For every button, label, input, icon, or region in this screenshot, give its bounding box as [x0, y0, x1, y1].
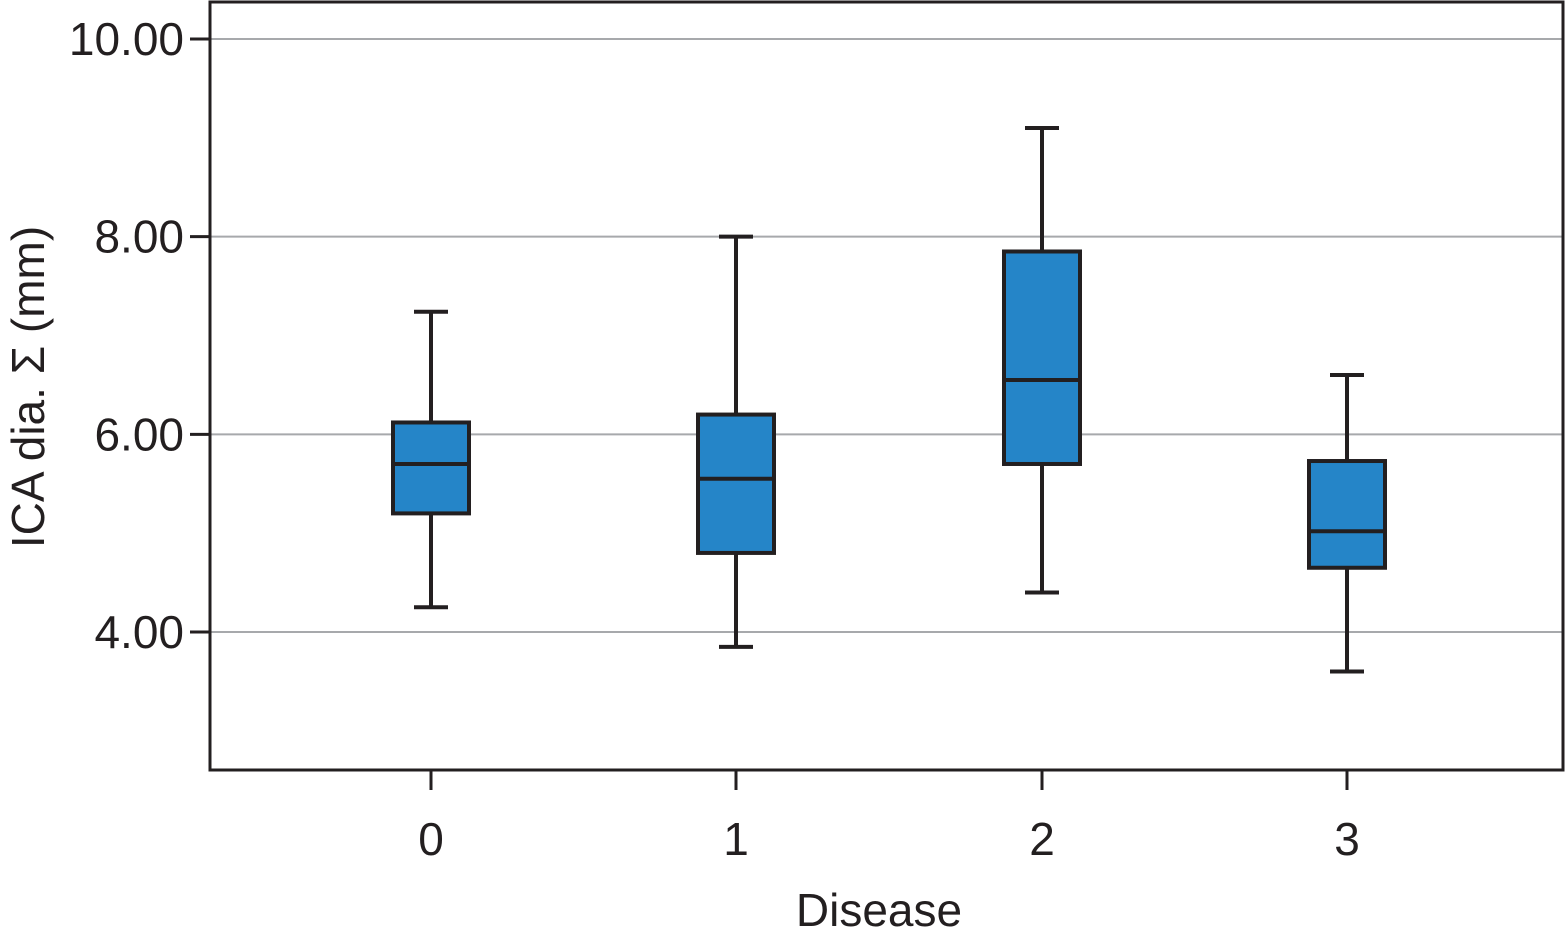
- plot-frame: [208, 0, 1565, 772]
- box-category-1: [696, 234, 776, 649]
- box-category-3: [1307, 373, 1387, 674]
- y-axis-title: ICA dia. Σ (mm): [2, 226, 54, 548]
- x-axis: 0 1 2 3: [418, 770, 1360, 865]
- y-tick-label: 8.00: [94, 211, 184, 263]
- iqr-box: [696, 412, 776, 555]
- y-tick-label: 4.00: [94, 606, 184, 658]
- box-series: [391, 125, 1387, 674]
- iqr-box: [391, 420, 471, 516]
- iqr-box: [1002, 249, 1082, 466]
- x-tick-label: 3: [1334, 813, 1360, 865]
- x-tick-label: 0: [418, 813, 444, 865]
- box-category-2: [1002, 125, 1082, 595]
- box-category-0: [391, 309, 471, 610]
- x-tick-label: 1: [723, 813, 749, 865]
- y-tick-label: 10.00: [69, 13, 184, 65]
- y-axis: 4.00 6.00 8.00 10.00: [69, 13, 210, 658]
- x-axis-title: Disease: [796, 884, 962, 929]
- x-tick-label: 2: [1029, 813, 1055, 865]
- y-tick-label: 6.00: [94, 408, 184, 460]
- iqr-box: [1307, 459, 1387, 570]
